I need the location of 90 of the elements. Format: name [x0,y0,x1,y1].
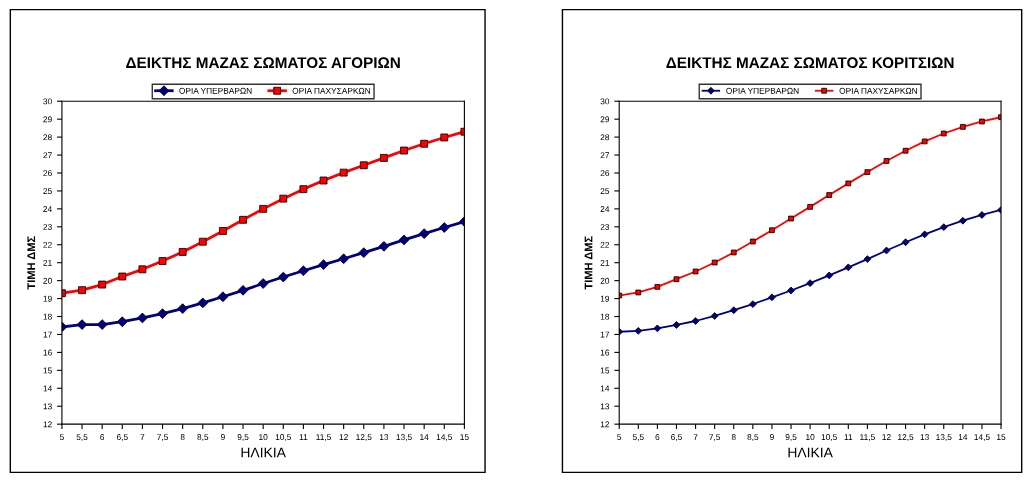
legend-label: ΟΡΙΑ ΥΠΕΡΒΑΡΩΝ [179,87,252,94]
y-tick-label: 13 [600,403,610,410]
y-tick-label: 17 [600,331,610,338]
y-tick-label: 12 [600,421,610,428]
x-tick-label: 5,5 [632,434,644,441]
x-tick-label: 15 [997,434,1006,440]
x-axis-title: ΗΛΙΚΙΑ [788,447,833,458]
x-tick-label: 8 [731,434,736,440]
y-tick-label: 30 [600,98,610,105]
chart-title: ΔΕΙΚΤΗΣ ΜΑΖΑΣ ΣΩΜΑΤΟΣ ΑΓΟΡΙΩΝ [126,57,400,69]
y-tick-label: 21 [43,259,52,266]
y-tick-label: 14 [600,385,610,392]
x-tick-label: 6 [100,434,105,440]
y-tick-label: 26 [600,170,610,177]
x-tick-label: 11,5 [860,434,875,441]
y-axis-title: ΤΙΜΗ ΔΜΣ [27,236,36,290]
x-tick-label: 5 [59,434,64,440]
x-tick-label: 7 [140,434,145,440]
x-tick-label: 13,5 [936,434,952,441]
y-tick-label: 30 [43,98,52,105]
y-tick-label: 20 [600,277,610,284]
x-tick-label: 11 [299,434,308,440]
x-tick-label: 14,5 [974,434,990,441]
y-tick-label: 15 [600,367,610,374]
x-tick-label: 13 [920,434,929,440]
legend-label: ΟΡΙΑ ΠΑΧΥΣΑΡΚΩΝ [292,87,371,94]
x-tick-label: 9 [770,434,774,440]
y-tick-label: 25 [43,188,52,195]
y-tick-label: 12 [43,421,52,428]
y-axis-title: ΤΙΜΗ ΔΜΣ [584,236,593,290]
x-tick-label: 10,5 [275,434,292,441]
x-tick-label: 9 [220,434,225,440]
y-tick-label: 20 [43,277,52,284]
y-tick-label: 15 [43,367,52,374]
x-tick-label: 6,5 [671,434,682,441]
legend-label: ΟΡΙΑ ΠΑΧΥΣΑΡΚΩΝ [839,87,917,94]
y-tick-label: 19 [43,295,52,302]
x-tick-label: 15 [460,434,469,440]
x-tick-label: 14,5 [436,434,453,441]
y-tick-label: 28 [43,134,52,141]
x-tick-label: 7 [693,434,698,440]
y-tick-label: 18 [43,313,52,320]
y-tick-label: 16 [43,349,52,356]
y-tick-label: 14 [43,385,52,392]
x-tick-label: 6,5 [116,434,128,441]
y-tick-label: 27 [43,152,52,159]
y-tick-label: 25 [600,188,610,195]
x-tick-label: 7,5 [157,434,168,441]
x-tick-label: 5,5 [76,434,88,441]
x-tick-label: 8,5 [747,434,759,441]
x-tick-label: 12 [339,434,348,440]
x-tick-label: 10 [806,434,815,440]
x-tick-label: 12,5 [898,434,914,441]
x-tick-label: 13 [379,434,389,440]
y-tick-label: 17 [43,331,52,338]
y-tick-label: 23 [43,224,52,230]
y-tick-label: 27 [600,152,610,159]
y-tick-label: 18 [600,313,610,320]
x-tick-label: 6 [655,434,660,440]
x-tick-label: 12 [882,434,891,440]
x-tick-label: 8 [180,434,185,440]
x-axis-title: ΗΛΙΚΙΑ [241,447,286,458]
y-tick-label: 22 [600,241,610,248]
y-tick-label: 24 [600,206,610,212]
y-tick-label: 24 [43,206,52,212]
y-tick-label: 26 [43,170,52,177]
x-tick-label: 7,5 [709,434,721,441]
y-tick-label: 19 [600,295,610,302]
x-tick-label: 10,5 [821,434,837,441]
x-tick-label: 9,5 [785,434,797,441]
chart-title: ΔΕΙΚΤΗΣ ΜΑΖΑΣ ΣΩΜΑΤΟΣ ΚΟΡΙΤΣΙΩΝ [666,57,954,69]
y-tick-label: 22 [43,241,52,248]
x-tick-label: 14 [958,434,968,440]
y-tick-label: 28 [600,134,610,141]
legend-label: ΟΡΙΑ ΥΠΕΡΒΑΡΩΝ [726,87,799,94]
x-tick-label: 10 [259,434,268,440]
x-tick-label: 13,5 [396,434,412,441]
x-tick-label: 12,5 [356,434,372,441]
x-tick-label: 11 [844,434,853,440]
x-tick-label: 11,5 [316,434,331,441]
y-tick-label: 23 [600,224,610,230]
x-tick-label: 14 [420,434,429,440]
x-tick-label: 5 [617,434,622,440]
x-tick-label: 8,5 [197,434,209,441]
y-tick-label: 29 [43,116,52,123]
x-tick-label: 9,5 [237,434,249,441]
y-tick-label: 21 [600,259,610,266]
y-tick-label: 16 [600,349,610,356]
y-tick-label: 29 [600,116,610,123]
y-tick-label: 13 [43,403,52,410]
